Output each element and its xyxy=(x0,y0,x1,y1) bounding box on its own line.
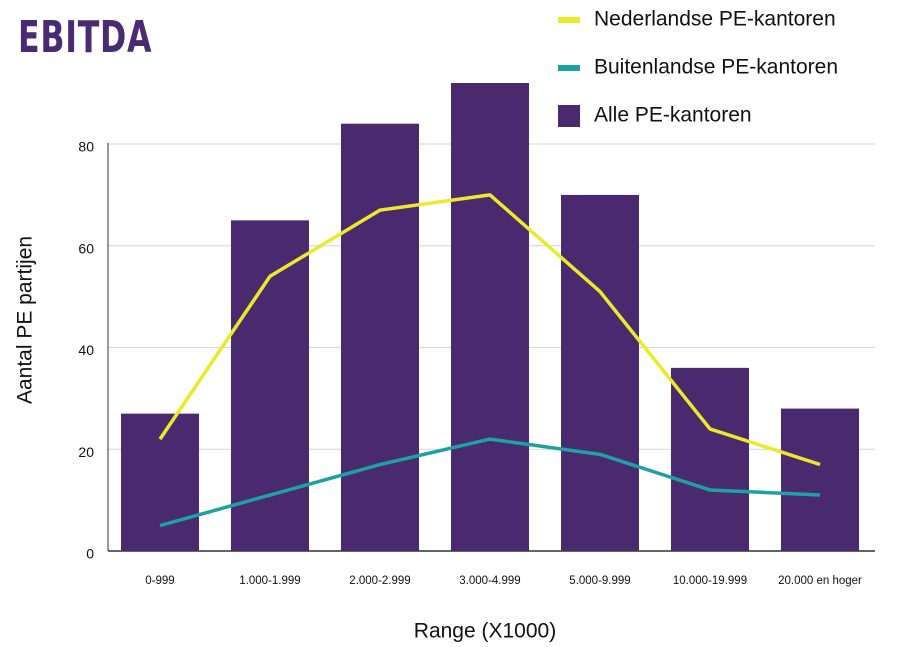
x-axis-label: Range (X1000) xyxy=(414,620,556,643)
x-tick-label: 10.000-19.999 xyxy=(673,575,747,587)
x-tick-label: 20.000 en hoger xyxy=(778,575,862,587)
x-tick-label: 5.000-9.999 xyxy=(569,575,630,587)
legend-label: Alle PE-kantoren xyxy=(594,104,752,127)
y-tick-label: 60 xyxy=(78,240,94,256)
x-tick-label: 2.000-2.999 xyxy=(349,575,410,587)
y-axis-label: Aantal PE partijen xyxy=(14,236,37,404)
legend-label: Nederlandse PE-kantoren xyxy=(594,8,836,31)
y-tick-label: 80 xyxy=(78,139,94,155)
chart-title: EBITDA xyxy=(18,12,152,64)
bar xyxy=(781,408,859,551)
x-tick-label: 0-999 xyxy=(145,575,174,587)
line xyxy=(158,193,821,467)
bar xyxy=(121,413,199,551)
y-tick-label: 0 xyxy=(86,546,94,562)
x-tick-label: 1.000-1.999 xyxy=(239,575,300,587)
line xyxy=(159,437,821,528)
bar xyxy=(561,194,639,552)
legend-label: Buitenlandse PE-kantoren xyxy=(594,56,838,79)
y-tick-label: 20 xyxy=(78,444,94,460)
bar xyxy=(451,83,529,551)
x-tick-label: 3.000-4.999 xyxy=(459,575,520,587)
bar xyxy=(341,123,419,552)
y-tick-label: 40 xyxy=(78,342,94,358)
legend-swatch xyxy=(558,105,580,127)
